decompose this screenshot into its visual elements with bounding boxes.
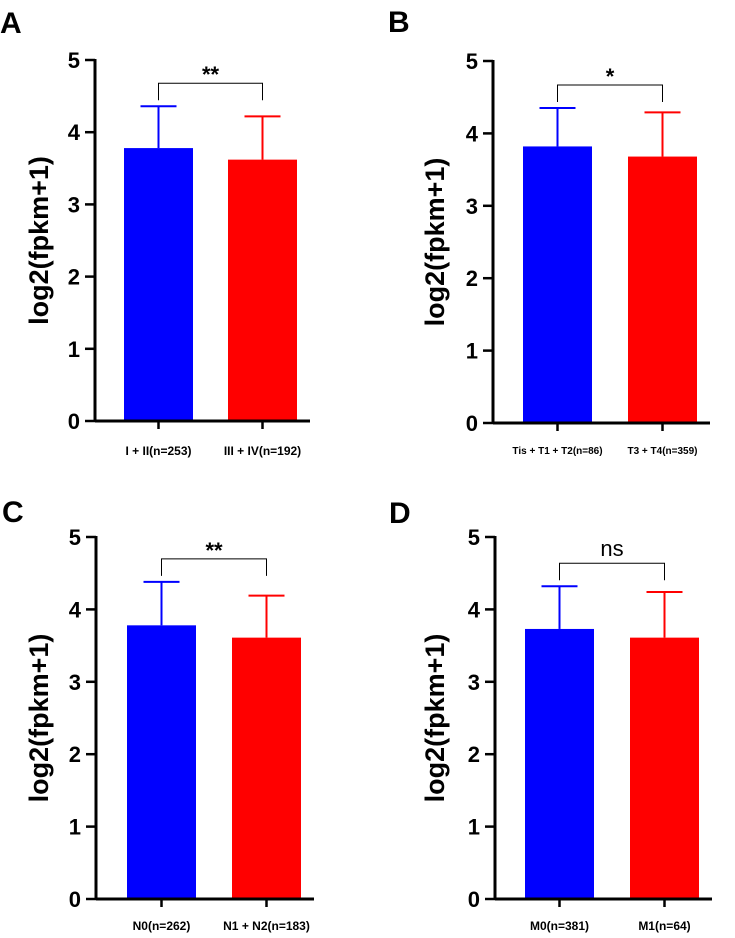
y-tick-label-3: 3 xyxy=(68,192,80,217)
y-tick-label-5: 5 xyxy=(468,525,480,550)
y-tick-label-4: 4 xyxy=(69,597,82,622)
y-tick-label-3: 3 xyxy=(468,670,480,695)
significance-bracket xyxy=(161,558,267,576)
y-tick-label-0: 0 xyxy=(468,887,480,912)
bar-1 xyxy=(124,148,193,422)
y-tick-label-4: 4 xyxy=(468,597,481,622)
y-tick-label-2: 2 xyxy=(68,265,80,290)
y-tick-label-2: 2 xyxy=(468,742,480,767)
significance-label: ** xyxy=(202,62,220,87)
y-axis-label: log2(fpkm+1) xyxy=(420,158,450,327)
y-tick-label-1: 1 xyxy=(466,339,478,364)
y-tick-label-0: 0 xyxy=(68,409,80,434)
x-tick-label-1: Tis + T1 + T2(n=86) xyxy=(512,446,602,457)
y-tick-label-1: 1 xyxy=(69,815,81,840)
y-tick-label-0: 0 xyxy=(466,411,478,436)
panel-letter-a: A xyxy=(0,7,22,40)
panel-letter-b: B xyxy=(388,6,410,39)
y-axis-label: log2(fpkm+1) xyxy=(24,634,54,803)
y-tick-label-5: 5 xyxy=(69,525,81,550)
x-tick-label-2: N1 + N2(n=183) xyxy=(223,919,310,933)
y-axis-label: log2(fpkm+1) xyxy=(24,156,54,325)
bar-2 xyxy=(228,159,297,422)
panel-letter-c: C xyxy=(2,496,24,529)
x-tick-label-1: I + II(n=253) xyxy=(125,444,191,458)
bar-1 xyxy=(523,146,592,423)
x-tick-label-1: N0(n=262) xyxy=(133,919,191,933)
y-tick-label-4: 4 xyxy=(466,121,479,146)
significance-bracket xyxy=(158,82,263,101)
bar-2 xyxy=(628,156,697,423)
y-tick-label-5: 5 xyxy=(466,49,478,74)
y-tick-label-4: 4 xyxy=(68,120,81,145)
panel-letter-d: D xyxy=(389,497,411,530)
y-tick-label-5: 5 xyxy=(68,48,80,73)
y-tick-label-1: 1 xyxy=(468,815,480,840)
bar-1 xyxy=(127,625,196,899)
x-tick-label-2: M1(n=64) xyxy=(638,919,690,933)
bar-2 xyxy=(630,637,699,899)
y-tick-label-2: 2 xyxy=(69,742,81,767)
significance-bracket xyxy=(557,84,663,103)
y-tick-label-3: 3 xyxy=(69,670,81,695)
y-tick-label-1: 1 xyxy=(68,337,80,362)
x-tick-label-1: M0(n=381) xyxy=(530,919,589,933)
y-tick-label-2: 2 xyxy=(466,266,478,291)
significance-label: * xyxy=(606,64,615,89)
x-tick-label-2: T3 + T4(n=359) xyxy=(627,446,697,457)
bar-1 xyxy=(525,628,594,899)
significance-label: ns xyxy=(600,536,623,561)
y-tick-label-3: 3 xyxy=(466,194,478,219)
significance-label: ** xyxy=(205,538,223,563)
y-tick-label-0: 0 xyxy=(69,887,81,912)
bar-2 xyxy=(232,637,301,899)
x-tick-label-2: III + IV(n=192) xyxy=(224,444,301,458)
significance-bracket xyxy=(559,562,665,581)
y-axis-label: log2(fpkm+1) xyxy=(420,634,450,803)
